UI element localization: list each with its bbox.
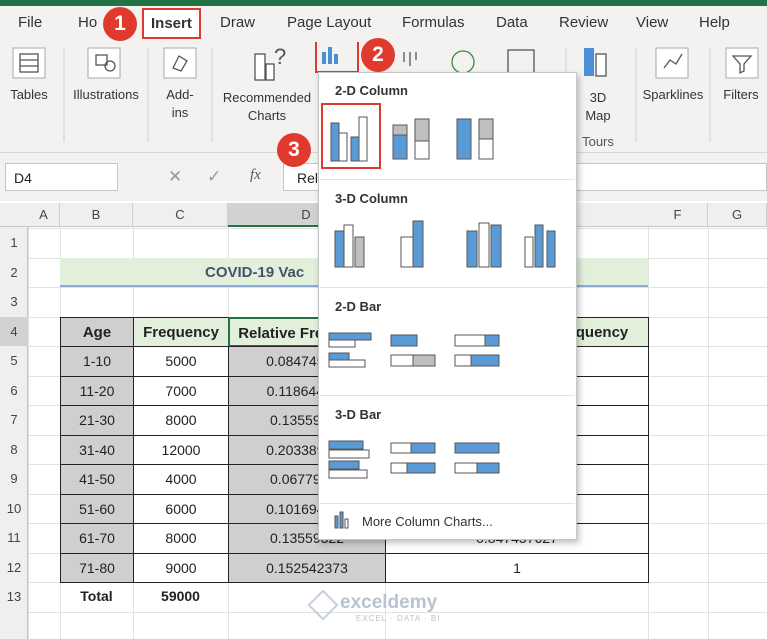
sheet-title: COVID-19 Vac [205,263,305,281]
row-header-col [0,227,28,639]
watermark-brand: exceldemy [340,592,438,613]
row-header: 11 [7,530,21,545]
more-charts[interactable]: More Column Charts... [362,514,493,529]
table-cell: 51-60 [60,493,134,524]
table-cell: 4000 [133,464,229,495]
section-title: 2-D Column [335,83,408,98]
group-label[interactable]: ins [171,105,189,120]
enter-icon[interactable]: ✓ [207,167,222,186]
title-strip [0,0,767,6]
tab[interactable]: Ho [78,14,98,31]
table-cell: Age [60,316,134,347]
section-title: 3-D Column [335,191,408,206]
table-cell: 8000 [133,405,229,436]
button-label[interactable]: Map [585,108,611,123]
table-cell: 6000 [133,493,229,524]
ribbon-icons: ? [12,42,759,142]
table-cell: Frequency [133,316,229,347]
table-cell: 1 [385,552,649,583]
tab[interactable]: Draw [220,14,256,31]
row-header: 8 [10,441,18,457]
row-header: 13 [6,589,22,604]
table-cell: 31-40 [60,434,134,465]
table-cell: 1-10 [60,346,134,377]
group-label[interactable]: Sparklines [642,87,704,102]
row-header: 2 [10,264,18,280]
table-cell: 41-50 [60,464,134,495]
tab[interactable]: Data [496,14,528,31]
tab[interactable]: Review [559,14,609,31]
row-header: 1 [10,235,18,250]
chart-type-icons [321,103,556,529]
total-cell: Total [80,588,113,604]
total-cell: 59000 [161,588,200,604]
table-cell: 12000 [133,434,229,465]
name-box[interactable]: D4 [5,163,118,191]
tab[interactable]: Page Layout [287,14,372,31]
column-header: G [708,203,767,227]
row-header: 12 [6,559,22,575]
step-badge: 3 [277,133,311,167]
button-label[interactable]: 3D [589,90,607,105]
watermark-tagline: EXCEL · DATA · BI [356,614,441,623]
step-badge: 2 [361,38,395,72]
chart-dropdown: 2-D Column 3-D Column 2-D Bar 3-D Bar [318,72,577,540]
separator [320,395,575,396]
grid-line [28,611,767,613]
grid-line [28,227,29,639]
tab[interactable]: Formulas [402,14,465,31]
tab[interactable]: Help [699,14,730,31]
button-label[interactable]: Charts [247,108,287,123]
separator [320,287,575,288]
button-label[interactable]: Recommended [222,90,312,105]
cancel-icon[interactable]: ✕ [168,167,183,186]
column-header: F [648,203,708,227]
group-label: Tours [582,134,614,149]
step-badge: 1 [103,7,137,41]
separator [320,179,575,180]
table-cell: 21-30 [60,405,134,436]
row-header: 7 [10,412,18,427]
svg-text:?: ? [274,44,286,69]
table-cell: 11-20 [60,375,134,406]
separator [320,503,575,504]
section-title: 2-D Bar [335,299,382,314]
group-label[interactable]: Filters [723,87,759,102]
column-header: A [28,203,60,227]
table-cell: 71-80 [60,552,134,583]
tab-insert[interactable]: Insert [142,8,201,39]
tab[interactable]: File [18,14,43,31]
table-cell: 9000 [133,552,229,583]
table-cell: 7000 [133,375,229,406]
row-header: 5 [10,353,18,368]
section-title: 3-D Bar [335,407,382,422]
row-header: 10 [6,500,22,516]
row-header: 4 [0,316,28,346]
table-cell: 0.152542373 [228,552,386,583]
grid-line [708,227,709,639]
table-cell: 61-70 [60,523,134,554]
row-header: 9 [10,471,18,486]
group-label[interactable]: Add- [166,87,194,102]
group-label[interactable]: Illustrations [73,87,139,102]
tab[interactable]: View [636,14,669,31]
fx-icon[interactable]: fx [250,167,261,183]
row-header: 6 [10,382,18,398]
group-label[interactable]: Tables [10,87,48,102]
column-header: B [60,203,133,227]
table-cell: 8000 [133,523,229,554]
column-header: C [133,203,228,227]
row-header: 3 [10,294,18,309]
table-cell: 5000 [133,346,229,377]
